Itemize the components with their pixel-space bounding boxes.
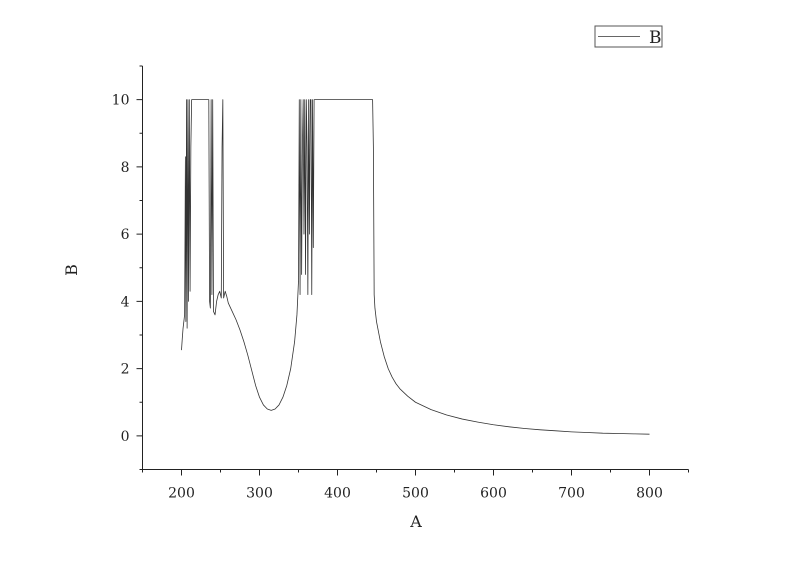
y-tick-label: 10 (112, 93, 130, 109)
legend-label: B (649, 28, 662, 48)
y-tick-label: 2 (121, 362, 130, 378)
legend: B (594, 25, 663, 48)
x-tick-label: 500 (402, 486, 429, 502)
x-axis-title: A (409, 512, 422, 531)
series-layer (181, 99, 650, 435)
x-tick-label: 800 (636, 486, 663, 502)
y-tick-label: 4 (121, 294, 130, 310)
x-tick-label: 200 (168, 486, 195, 502)
x-tick-label: 700 (558, 486, 585, 502)
x-tick-label: 300 (246, 486, 273, 502)
y-tick-label: 6 (121, 227, 130, 243)
axes: 200 300 400 500 600 700 800 0 2 4 6 8 10 (112, 65, 689, 502)
series-line-1 (181, 99, 650, 435)
x-tick-label: 600 (480, 486, 507, 502)
y-tick-label: 8 (121, 160, 130, 176)
x-tick-label: 400 (324, 486, 351, 502)
y-tick-label: 0 (121, 429, 130, 445)
y-axis-title: B (62, 264, 81, 276)
